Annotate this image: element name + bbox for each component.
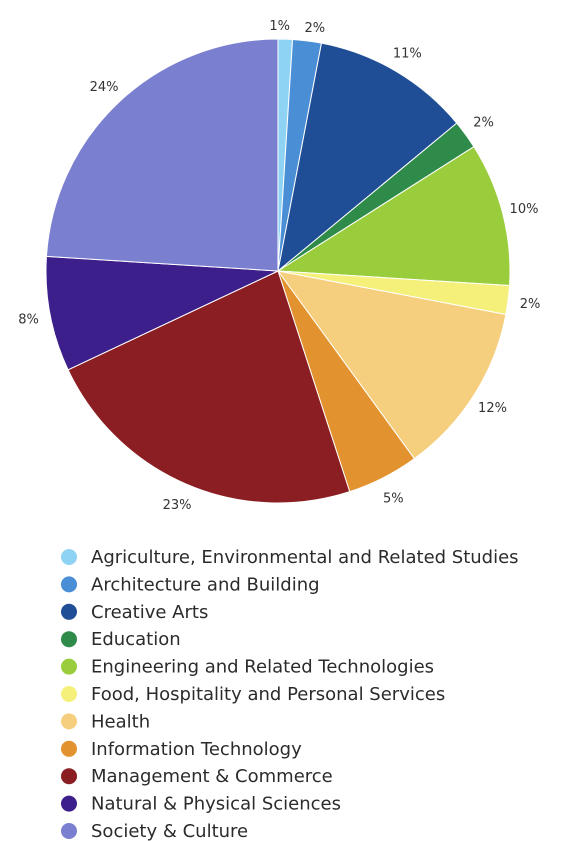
pie-slices [45,38,511,504]
legend-swatch-natural-and-physical-sciences [61,795,77,812]
legend-label-natural-and-physical-sciences: Natural & Physical Sciences [91,794,341,815]
legend-swatch-education [61,631,77,648]
legend-label-engineering-and-related-technologies: Engineering and Related Technologies [91,657,434,678]
legend-swatch-creative-arts [61,603,77,620]
pie-label-creative-arts: 11% [393,46,422,61]
legend-label-health: Health [91,711,150,732]
pie-label-management-and-commerce: 23% [163,498,192,513]
pie-label-education: 2% [473,116,494,131]
pie-slice-society-and-culture [45,38,279,272]
pie-slice-engineering-and-related-technologies [276,145,511,287]
legend-label-information-technology: Information Technology [91,739,302,760]
legend-swatch-engineering-and-related-technologies [61,658,77,675]
legend-swatch-information-technology [61,740,77,757]
pie-label-engineering-and-related-technologies: 10% [510,202,539,217]
pie-label-health: 12% [478,401,507,416]
pie-label-food-hospitality-and-personal-services: 2% [520,297,541,312]
legend-label-food-hospitality-and-personal-services: Food, Hospitality and Personal Services [91,684,445,705]
pie-slice-creative-arts [277,42,458,273]
legend-swatch-agriculture-environmental-and-related-studies [61,549,77,565]
pie-slice-management-and-commerce [67,270,351,504]
percentage-labels: 1% 2% 11% 2% 10% 2% 12% 5% 23% 8% 24% [18,19,540,513]
legend-swatch-architecture-and-building [61,576,77,593]
legend-label-education: Education [91,629,181,650]
legend-label-society-and-culture: Society & Culture [91,821,248,841]
legend-swatch-health [61,713,77,730]
pie-slice-health [276,270,507,460]
legend-label-management-and-commerce: Management & Commerce [91,766,333,787]
pie-label-information-technology: 5% [383,491,404,506]
pie-label-society-and-culture: 24% [90,80,119,95]
legend-label-architecture-and-building: Architecture and Building [91,574,320,595]
legend-label-agriculture-environmental-and-related-studies: Agriculture, Environmental and Related S… [91,547,519,568]
legend: Agriculture, Environmental and Related S… [61,547,519,841]
legend-swatch-food-hospitality-and-personal-services [61,686,77,702]
pie-label-agriculture-environmental-and-related-studies: 1% [269,19,290,34]
pie-label-natural-and-physical-sciences: 8% [18,313,39,328]
legend-swatch-society-and-culture [61,823,77,839]
pie-label-architecture-and-building: 2% [304,21,325,36]
legend-swatch-management-and-commerce [61,768,77,785]
legend-label-creative-arts: Creative Arts [91,602,208,623]
pie-slice-natural-and-physical-sciences [45,255,279,371]
